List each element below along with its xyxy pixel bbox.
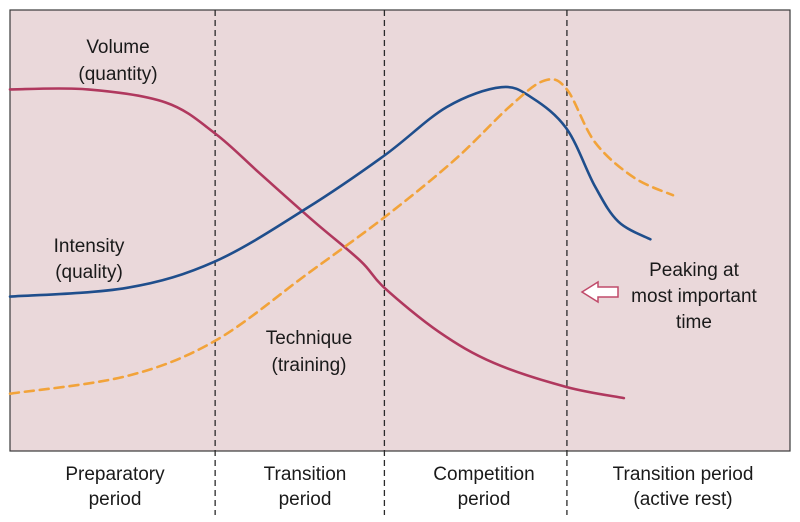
period-label-competition-line2: period bbox=[458, 489, 511, 510]
plot-background bbox=[10, 10, 790, 451]
annotation-line3: time bbox=[676, 312, 712, 333]
series-curves bbox=[8, 77, 675, 400]
peaking-annotation: Peaking at most important time bbox=[580, 260, 758, 333]
intensity-label-line2: (quality) bbox=[55, 262, 123, 283]
volume-label-line1: Volume bbox=[86, 37, 149, 58]
period-labels: Preparatory period Transition period Com… bbox=[65, 464, 753, 510]
period-label-preparatory-line2: period bbox=[89, 489, 142, 510]
intensity-label-line1: Intensity bbox=[54, 236, 125, 257]
intensity-curve bbox=[8, 85, 652, 298]
period-label-transition-line1: Transition bbox=[264, 464, 347, 485]
series-labels: Volume (quantity) Intensity (quality) Te… bbox=[54, 37, 353, 376]
period-label-active-rest-line1: Transition period bbox=[613, 464, 754, 485]
technique-label-line2: (training) bbox=[272, 355, 347, 376]
period-label-competition-line1: Competition bbox=[433, 464, 534, 485]
plot-frame bbox=[9, 9, 791, 452]
volume-label-line2: (quantity) bbox=[78, 64, 157, 85]
period-label-active-rest-line2: (active rest) bbox=[633, 489, 732, 510]
annotation-line2: most important bbox=[631, 286, 757, 307]
technique-label-line1: Technique bbox=[266, 328, 353, 349]
period-label-transition-line2: period bbox=[279, 489, 332, 510]
left-arrow-icon bbox=[580, 280, 619, 304]
period-label-preparatory-line1: Preparatory bbox=[65, 464, 165, 485]
annotation-line1: Peaking at bbox=[649, 260, 740, 281]
volume-curve bbox=[8, 87, 626, 400]
technique-curve bbox=[8, 77, 675, 395]
